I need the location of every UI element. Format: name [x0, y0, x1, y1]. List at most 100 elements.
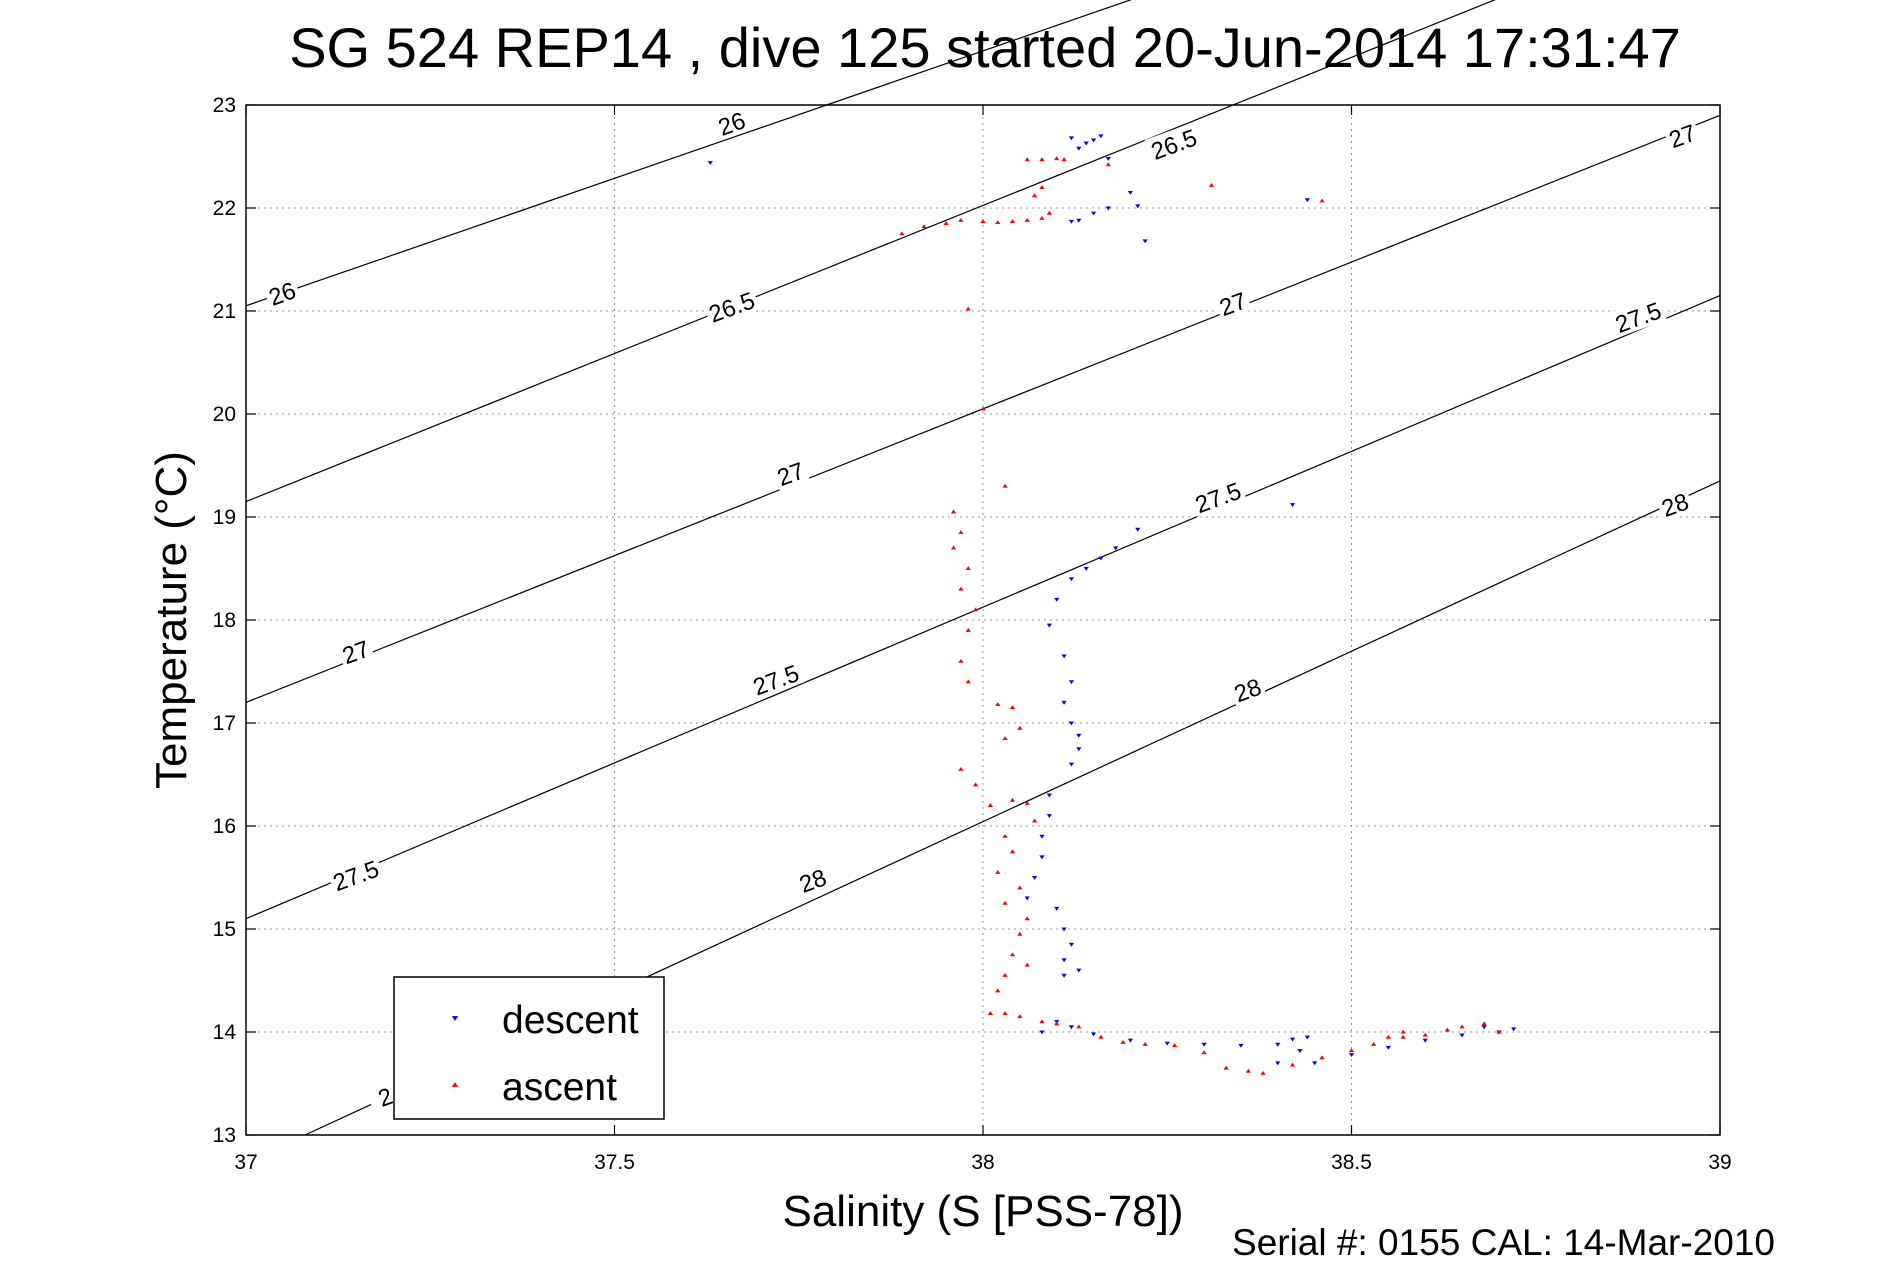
- ascent-point: [1002, 483, 1008, 488]
- descent-point: [1068, 942, 1075, 947]
- ascent-point: [1481, 1021, 1487, 1026]
- y-tick-label: 13: [213, 1124, 236, 1147]
- contour-label: 27.5: [330, 856, 383, 897]
- descent-point: [1039, 1030, 1045, 1035]
- descent-point: [1068, 136, 1075, 141]
- descent-point: [1098, 556, 1104, 561]
- legend-marker-descent: [451, 1016, 459, 1021]
- ascent-point: [1319, 198, 1325, 203]
- ascent-point: [980, 219, 986, 223]
- descent-point: [1304, 1035, 1310, 1040]
- descent-point: [1068, 1025, 1075, 1030]
- y-tick-label: 20: [213, 403, 236, 426]
- descent-point: [1068, 577, 1075, 582]
- descent-point: [1068, 219, 1075, 224]
- legend-marker-ascent: [451, 1082, 459, 1087]
- ascent-point: [1024, 801, 1030, 805]
- ascent-point: [943, 221, 949, 226]
- ascent-point: [1024, 157, 1030, 162]
- ascent-point: [1017, 931, 1023, 936]
- ascent-series: [899, 156, 1502, 1075]
- descent-point: [1068, 680, 1075, 685]
- contour-label-bg: [1227, 671, 1267, 707]
- ascent-point: [1046, 210, 1052, 215]
- ascent-point: [1024, 218, 1030, 222]
- descent-point: [1105, 157, 1111, 161]
- descent-point: [1142, 239, 1148, 244]
- ascent-point: [1017, 725, 1023, 730]
- ascent-point: [1400, 1034, 1406, 1039]
- contour-label-bg: [1188, 475, 1247, 518]
- descent-point: [1083, 566, 1089, 571]
- contour-label-bg: [702, 285, 761, 328]
- ascent-point: [987, 1011, 993, 1016]
- ascent-point: [1098, 1034, 1104, 1039]
- ascent-point: [950, 509, 957, 514]
- descent-point: [1076, 968, 1082, 973]
- ascent-point: [1371, 1042, 1377, 1046]
- descent-point: [707, 161, 713, 166]
- ascent-point: [958, 658, 964, 663]
- descent-point: [1304, 198, 1310, 203]
- descent-point: [1046, 814, 1052, 819]
- descent-point: [1061, 927, 1067, 932]
- descent-point: [1061, 700, 1067, 705]
- descent-point: [1113, 546, 1119, 551]
- descent-point: [1127, 190, 1133, 195]
- ascent-point: [958, 218, 964, 222]
- ascent-point: [958, 767, 964, 771]
- y-tick-label: 15: [213, 918, 236, 941]
- ascent-point: [1400, 1029, 1406, 1034]
- ascent-point: [1348, 1048, 1355, 1053]
- ascent-point: [1024, 962, 1030, 967]
- y-tick-label: 16: [213, 815, 236, 838]
- descent-point: [1039, 855, 1045, 860]
- descent-point: [1297, 1048, 1303, 1053]
- descent-point: [1385, 1045, 1391, 1050]
- ascent-point: [1039, 185, 1045, 189]
- contour-label: 27.5: [1612, 297, 1665, 338]
- legend-label-descent: descent: [502, 999, 639, 1042]
- ascent-point: [1039, 215, 1045, 220]
- y-tick-label: 18: [213, 609, 236, 632]
- x-tick-label: 38: [971, 1151, 994, 1174]
- y-axis-ticks: 13 14 15 16 17 18 19 20 21 22 23: [213, 94, 1720, 1147]
- ascent-point: [1039, 1019, 1045, 1024]
- descent-point: [1289, 503, 1296, 507]
- contour-line-26: [245, 0, 1133, 307]
- descent-point: [1031, 875, 1038, 880]
- descent-point: [1054, 597, 1060, 602]
- contour-label-bg: [711, 105, 751, 141]
- ascent-point: [1076, 1024, 1082, 1029]
- ascent-point: [987, 803, 993, 807]
- descent-point: [1076, 733, 1082, 738]
- contour-label-bg: [262, 275, 302, 311]
- ascent-point: [921, 224, 927, 229]
- ascent-point: [1024, 916, 1030, 921]
- x-axis-ticks: 37 37.5 38 38.5 39: [234, 105, 1732, 1174]
- descent-point: [1054, 906, 1060, 911]
- ascent-point: [973, 782, 979, 787]
- ascent-point: [973, 607, 979, 612]
- descent-point: [1481, 1025, 1487, 1030]
- ascent-point: [1031, 193, 1038, 198]
- ascent-point: [1017, 885, 1023, 890]
- ascent-point: [1496, 1029, 1502, 1034]
- descent-point: [1061, 958, 1067, 963]
- ascent-point: [980, 406, 986, 411]
- contour-label-bg: [770, 455, 810, 491]
- contour-label-bg: [1144, 122, 1203, 165]
- ascent-point: [1002, 900, 1008, 905]
- legend-label-ascent: ascent: [502, 1066, 617, 1109]
- descent-point: [1459, 1033, 1465, 1038]
- descent-point: [1098, 134, 1104, 139]
- y-axis-label: Temperature (°C): [147, 451, 196, 789]
- contour-line-26.5: [245, 0, 1496, 503]
- x-tick-label: 37.5: [594, 1151, 635, 1174]
- contour-label-bg: [1662, 117, 1702, 153]
- ascent-point: [1289, 1062, 1296, 1067]
- descent-point: [1127, 1038, 1133, 1043]
- ascent-point: [965, 679, 971, 684]
- descent-series: [707, 134, 1517, 1066]
- y-tick-label: 23: [213, 94, 236, 117]
